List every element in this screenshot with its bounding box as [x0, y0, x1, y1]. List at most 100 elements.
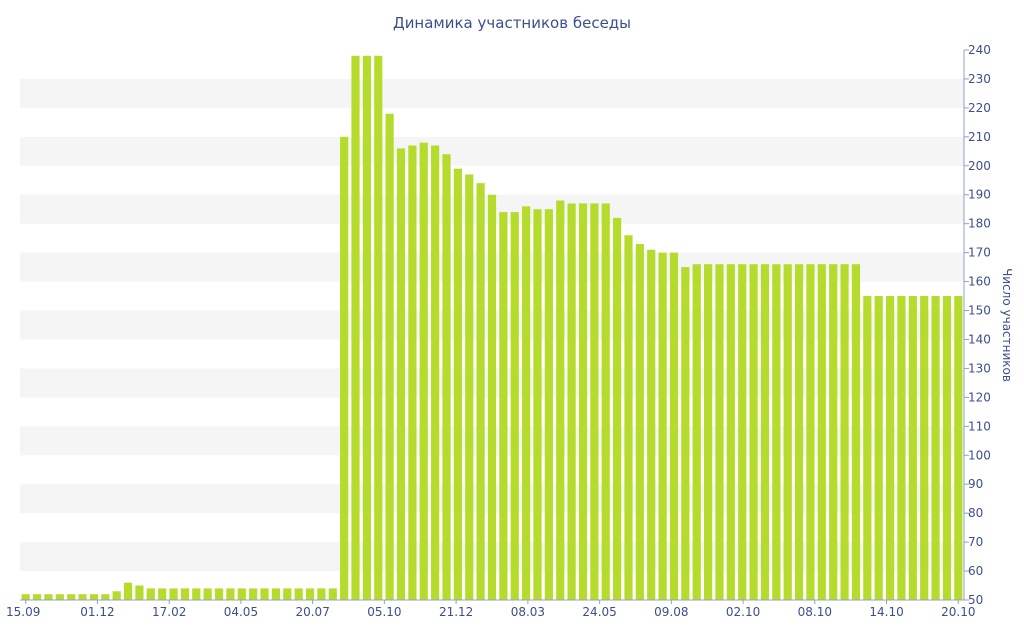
y-tick-label: 230: [968, 72, 991, 86]
bar: [476, 183, 485, 600]
bar: [647, 249, 656, 601]
x-tick-label: 24.05: [582, 605, 616, 619]
y-tick-label: 210: [968, 130, 991, 144]
bar: [249, 588, 258, 600]
bar: [863, 296, 872, 600]
bar: [806, 264, 815, 600]
bar: [78, 594, 87, 600]
y-tick-label: 120: [968, 390, 991, 404]
bar: [908, 296, 917, 600]
bar: [226, 588, 235, 600]
bar: [692, 264, 701, 600]
bar: [704, 264, 713, 600]
x-tick-label: 08.03: [511, 605, 545, 619]
bar: [772, 264, 781, 600]
bar: [385, 113, 394, 601]
bar: [522, 206, 531, 600]
bar: [920, 296, 929, 600]
x-tick-label: 09.08: [654, 605, 688, 619]
chart-title: Динамика участников беседы: [393, 14, 631, 32]
bar: [897, 296, 906, 600]
bar: [613, 217, 622, 600]
bar: [783, 264, 792, 600]
y-tick-label: 200: [968, 159, 991, 173]
bar: [305, 588, 315, 600]
bar: [180, 588, 190, 600]
bar: [67, 594, 76, 600]
bar: [760, 264, 770, 600]
bar: [317, 588, 326, 600]
bar: [601, 203, 610, 601]
bar: [123, 582, 133, 600]
bar: [590, 203, 599, 601]
bar: [283, 588, 292, 600]
x-tick-label: 15.09: [6, 605, 40, 619]
y-axis-ticks: 50 60 70 80 90 100 110 120 130 140 150 160 170 180 190…: [964, 43, 991, 607]
bar: [942, 296, 952, 600]
bar: [408, 145, 417, 600]
bar: [431, 145, 440, 600]
bar: [32, 594, 42, 600]
y-tick-label: 220: [968, 101, 991, 115]
bar: [89, 594, 99, 600]
bar: [44, 594, 53, 600]
bar: [533, 209, 542, 600]
bar: [396, 148, 406, 601]
bar: [749, 264, 758, 600]
bar: [794, 264, 804, 600]
bar: [340, 136, 349, 600]
bar: [510, 212, 519, 601]
bar: [419, 142, 428, 600]
y-tick-label: 160: [968, 275, 991, 289]
x-axis-ticks: 15.09 01.12 17.02 04.05 20.07 05.10 21.12 08.03…: [6, 600, 975, 619]
bar: [874, 296, 883, 600]
bar: [544, 209, 553, 600]
bar: [271, 588, 280, 600]
y-tick-label: 90: [968, 477, 983, 491]
y-tick-label: 60: [968, 564, 983, 578]
bar: [169, 588, 178, 600]
bar: [214, 588, 224, 600]
y-tick-label: 50: [968, 593, 983, 607]
y-tick-label: 180: [968, 217, 991, 231]
x-tick-label: 08.10: [798, 605, 832, 619]
bar: [567, 203, 576, 601]
bar: [954, 296, 963, 600]
bar: [146, 588, 155, 600]
bar: [556, 200, 565, 600]
bar: [328, 588, 337, 600]
x-tick-label: 20.07: [295, 605, 329, 619]
bar: [681, 267, 690, 600]
x-tick-label: 04.05: [224, 605, 258, 619]
y-tick-label: 100: [968, 448, 991, 462]
grid-band: [20, 78, 964, 108]
bars: [21, 55, 963, 601]
y-tick-label: 150: [968, 304, 991, 318]
x-tick-label: 20.10: [941, 605, 975, 619]
bar: [726, 264, 735, 600]
bar: [374, 55, 383, 601]
bar: [669, 252, 679, 600]
bar: [851, 264, 861, 600]
bar: [362, 55, 371, 601]
y-tick-label: 130: [968, 361, 991, 375]
y-tick-label: 170: [968, 246, 991, 260]
bar: [499, 212, 508, 601]
bar: [112, 591, 121, 600]
bar: [135, 585, 144, 600]
bar: [487, 194, 497, 601]
bar: [624, 235, 633, 600]
y-tick-label: 190: [968, 188, 991, 202]
x-tick-label: 21.12: [439, 605, 473, 619]
bar: [635, 243, 644, 600]
bar: [578, 203, 588, 601]
x-tick-label: 02.10: [726, 605, 760, 619]
bar: [203, 588, 212, 600]
grid-band: [20, 136, 964, 166]
bar: [885, 296, 895, 600]
bar: [715, 264, 724, 600]
bar: [453, 168, 462, 600]
x-tick-label: 17.02: [152, 605, 186, 619]
bar: [931, 296, 940, 600]
